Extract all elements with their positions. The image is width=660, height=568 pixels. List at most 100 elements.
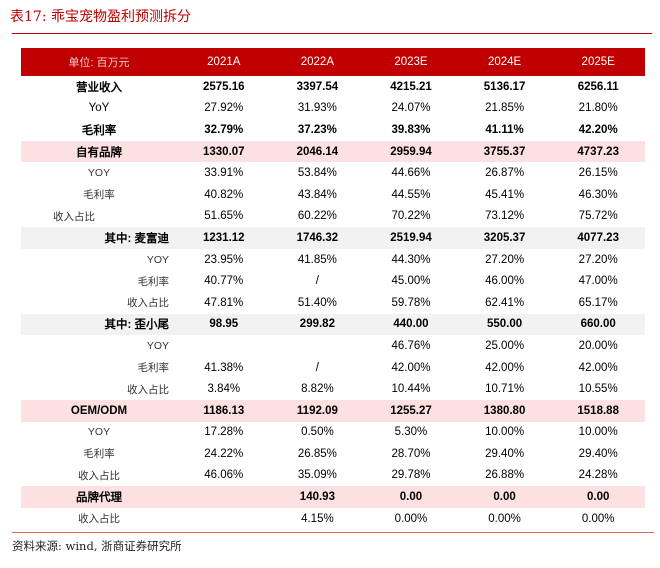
cell-value: 26.85%: [297, 447, 337, 460]
cell-value: 0.00: [551, 486, 645, 508]
cell-value: [177, 508, 271, 530]
table-row: YOY 17.28% 0.50% 5.30% 10.00% 10.00%: [21, 422, 645, 444]
cell-value: 73.12%: [485, 210, 525, 223]
cell-value: 1330.07: [177, 140, 271, 163]
cell-value: 10.55%: [578, 383, 618, 396]
cell-value: 0.00: [457, 486, 552, 508]
row-label: YOY: [146, 339, 169, 352]
row-label: 毛利率: [137, 275, 170, 288]
row-label: 毛利率: [81, 124, 117, 137]
source-note: 资料来源: wind, 浙商证券研究所: [12, 539, 182, 553]
row-label: 收入占比: [53, 210, 95, 223]
cell-value: 3397.54: [296, 80, 339, 93]
table-row: YoY 27.92% 31.93% 24.07% 21.85% 21.80%: [21, 98, 645, 120]
cell-value: 1255.27: [364, 399, 458, 422]
cell-value: 44.66%: [391, 167, 431, 180]
cell-value: 51.65%: [204, 210, 244, 223]
cell-value: 45.41%: [485, 188, 525, 201]
cell-value: 4077.23: [551, 227, 645, 249]
row-label: YOY: [87, 167, 111, 180]
table-row: YOY 46.76% 25.00% 20.00%: [21, 335, 645, 357]
table-row: 毛利率 40.77% / 45.00% 46.00% 47.00%: [21, 270, 645, 292]
title-divider: [12, 33, 652, 34]
cell-value: 2046.14: [270, 140, 365, 163]
table-row: 其中: 歪小尾 98.95 299.82 440.00 550.00 660.00: [21, 313, 645, 336]
cell-value: 46.06%: [204, 469, 244, 482]
cell-value: [177, 335, 271, 357]
cell-value: 299.82: [270, 313, 365, 336]
table-row: 毛利率 40.82% 43.84% 44.55% 45.41% 46.30%: [21, 184, 645, 206]
cell-value: 27.20%: [578, 253, 618, 266]
cell-value: 2959.94: [364, 140, 458, 163]
cell-value: 4737.23: [551, 140, 645, 163]
cell-value: 1186.13: [177, 399, 271, 422]
cell-value: 29.78%: [391, 469, 431, 482]
cell-value: 10.71%: [485, 383, 525, 396]
table-row: 毛利率 24.22% 26.85% 28.70% 29.40% 29.40%: [21, 443, 645, 465]
cell-value: 10.00%: [578, 426, 618, 439]
cell-value: 40.82%: [204, 188, 244, 201]
cell-value: 3205.37: [457, 227, 552, 249]
header-col: 2021A: [177, 48, 271, 76]
cell-value: 140.93: [270, 486, 365, 508]
cell-value: 23.95%: [204, 253, 244, 266]
cell-value: 60.22%: [297, 210, 337, 223]
cell-value: 98.95: [177, 313, 271, 336]
cell-value: 5.30%: [394, 426, 428, 439]
cell-value: 29.40%: [578, 447, 618, 460]
header-col: 2023E: [364, 48, 458, 76]
cell-value: 8.82%: [301, 383, 334, 396]
row-label: 收入占比: [127, 383, 169, 396]
cell-value: 45.00%: [391, 275, 431, 288]
table-row: 收入占比 4.15% 0.00% 0.00% 0.00%: [21, 508, 645, 530]
table-row: 其中: 麦富迪 1231.12 1746.32 2519.94 3205.37 4077.…: [21, 227, 645, 249]
cell-value: 29.40%: [485, 447, 525, 460]
forecast-table: 单位: 百万元 2021A 2022A 2023E 2024E 2025E 营业…: [21, 48, 645, 529]
cell-value: 42.20%: [578, 123, 618, 136]
cell-value: 21.80%: [578, 102, 618, 115]
cell-value: 1380.80: [457, 399, 552, 422]
cell-value: 41.38%: [204, 361, 244, 374]
cell-value: 3.84%: [207, 383, 241, 396]
row-label: 其中: 歪小尾: [21, 313, 177, 336]
header-col: 2024E: [457, 48, 552, 76]
cell-value: 37.23%: [297, 123, 337, 136]
table-header-row: 单位: 百万元 2021A 2022A 2023E 2024E 2025E: [21, 48, 645, 76]
cell-value: 4215.21: [390, 80, 432, 93]
cell-value: 75.72%: [578, 210, 618, 223]
cell-value: 47.00%: [578, 275, 618, 288]
cell-value: 17.28%: [204, 426, 244, 439]
header-unit: 单位: 百万元: [21, 48, 177, 76]
cell-value: 26.87%: [485, 167, 525, 180]
table-row: OEM/ODM 1186.13 1192.09 1255.27 1380.80 1518.…: [21, 399, 645, 422]
cell-value: 440.00: [364, 313, 458, 336]
cell-value: 1518.88: [551, 399, 645, 422]
table-row: 毛利率 32.79% 37.23% 39.83% 41.11% 42.20%: [21, 119, 645, 141]
table-title: 表17: 乖宝宠物盈利预测拆分: [10, 9, 191, 25]
cell-value: 0.00%: [394, 512, 428, 525]
cell-value: 1231.12: [177, 227, 271, 249]
cell-value: 0.50%: [301, 426, 334, 439]
table-row: 收入占比 47.81% 51.40% 59.78% 62.41% 65.17%: [21, 292, 645, 314]
cell-value: 5136.17: [483, 80, 526, 93]
cell-value: 46.30%: [578, 188, 618, 201]
cell-value: 1746.32: [270, 227, 365, 249]
cell-value: 46.00%: [485, 275, 525, 288]
cell-value: 27.20%: [485, 253, 525, 266]
cell-value: 27.92%: [204, 102, 244, 115]
table-row: YOY 23.95% 41.85% 44.30% 27.20% 27.20%: [21, 249, 645, 271]
cell-value: 41.11%: [485, 123, 524, 136]
cell-value: 42.00%: [485, 361, 525, 374]
cell-value: 33.91%: [204, 167, 244, 180]
cell-value: 42.00%: [578, 361, 618, 374]
cell-value: 24.07%: [391, 102, 431, 115]
row-label: 其中: 麦富迪: [21, 227, 177, 249]
table-row: 收入占比 3.84% 8.82% 10.44% 10.71% 10.55%: [21, 378, 645, 400]
cell-value: 6256.11: [577, 80, 619, 93]
cell-value: 31.93%: [297, 102, 337, 115]
cell-value: 70.22%: [391, 210, 431, 223]
cell-value: [271, 335, 365, 357]
cell-value: 28.70%: [391, 447, 431, 460]
cell-value: 660.00: [551, 313, 645, 336]
cell-value: 35.09%: [297, 469, 337, 482]
